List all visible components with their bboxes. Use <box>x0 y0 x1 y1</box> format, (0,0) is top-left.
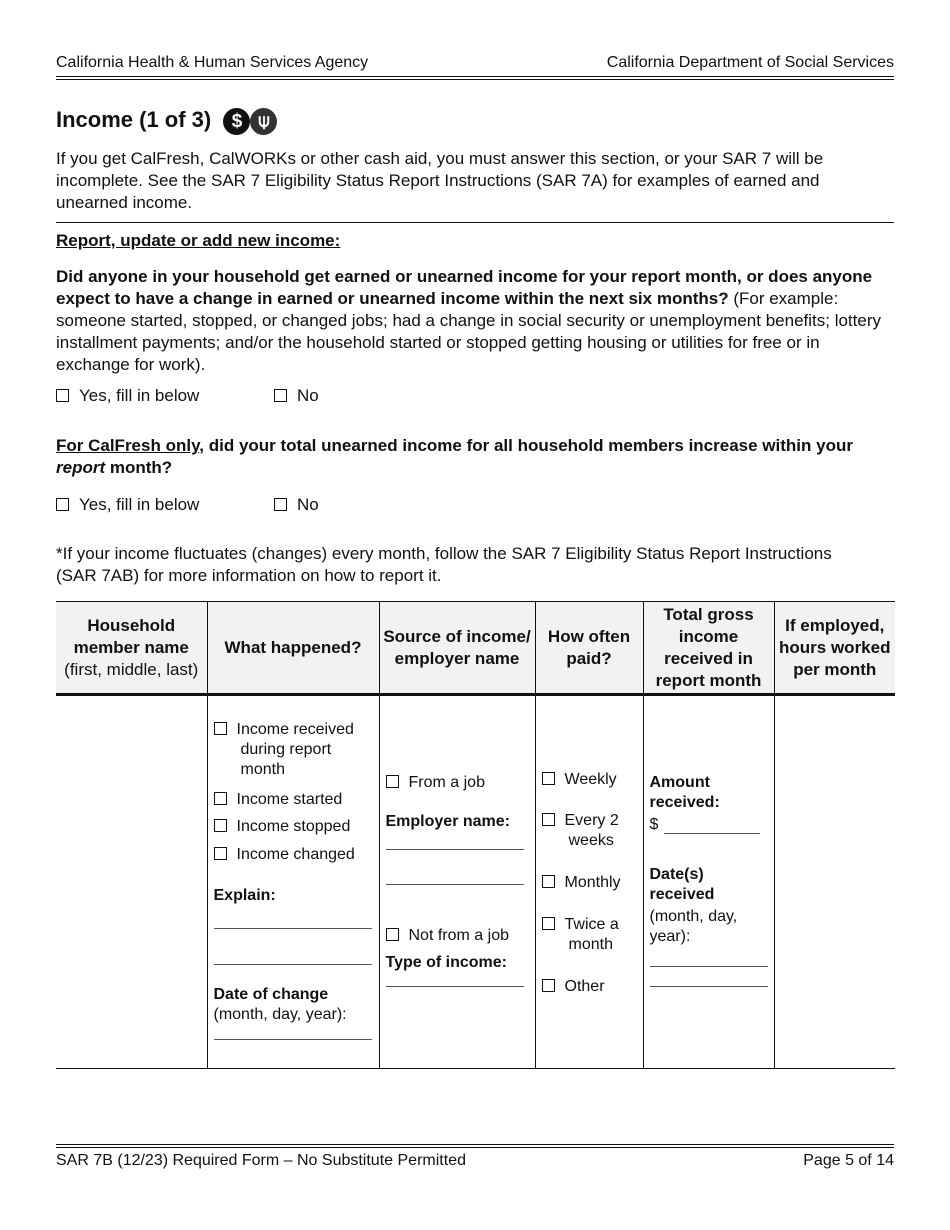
checkbox[interactable] <box>274 389 287 402</box>
how-often-cell: Weekly Every 2 weeks Monthly Twice a mon… <box>534 694 643 1069</box>
intro-text: If you get CalFresh, CalWORKs or other c… <box>56 149 824 212</box>
source-cell: From a job Employer name: Not from a job… <box>378 694 535 1069</box>
amount-label: Amount received: <box>649 774 720 811</box>
q1-no-option[interactable]: No <box>274 385 319 407</box>
form-id: SAR 7B (12/23) Required Form – No Substi… <box>56 1152 466 1169</box>
table-header-row: Household member name (first, middle, las… <box>56 601 895 696</box>
dates-line-1[interactable] <box>649 966 768 967</box>
header-subtext: (first, middle, last) <box>64 659 199 679</box>
header-text: Household member name <box>73 615 189 657</box>
section-title: Income (1 of 3) $ ⍦ <box>56 106 278 135</box>
report-heading: Report, update or add new income: <box>56 231 341 250</box>
q2-end: month? <box>105 458 173 477</box>
opt-changed[interactable]: Income changed <box>213 845 355 865</box>
opt-other[interactable]: Other <box>541 977 605 997</box>
employer-line-2[interactable] <box>385 884 524 885</box>
q2-italic: report <box>56 458 106 477</box>
footer-divider <box>56 1144 894 1148</box>
opt-received[interactable]: Income received during report month <box>213 720 374 780</box>
col-gross-income: Total gross income received in report mo… <box>642 601 774 696</box>
q2-underlined: For CalFresh only, <box>56 436 204 455</box>
opt-not-from-job[interactable]: Not from a job <box>385 926 509 946</box>
header-divider <box>56 76 894 80</box>
col-how-often: How often paid? <box>534 601 643 696</box>
income-table: Household member name (first, middle, las… <box>56 601 895 1069</box>
date-line[interactable] <box>213 1039 372 1040</box>
employer-label: Employer name: <box>385 813 510 830</box>
explain-line-2[interactable] <box>213 964 372 965</box>
opt-monthly[interactable]: Monthly <box>541 873 621 893</box>
household-member-cell[interactable] <box>56 695 207 1069</box>
label: No <box>297 495 319 514</box>
dates-format: (month, day, year): <box>649 908 738 945</box>
checkbox[interactable] <box>56 389 69 402</box>
opt-from-job[interactable]: From a job <box>385 773 485 793</box>
agency-name: California Health & Human Services Agenc… <box>56 54 369 71</box>
opt-weekly[interactable]: Weekly <box>541 770 617 790</box>
fluctuation-note: *If your income fluctuates (changes) eve… <box>56 544 832 585</box>
title-text: Income (1 of 3) <box>56 107 212 132</box>
type-label: Type of income: <box>385 954 508 971</box>
q1-examples: (For example: someone started, stopped, … <box>56 289 881 374</box>
question-2: For CalFresh only, did your total unearn… <box>56 435 896 479</box>
q2-yes-option[interactable]: Yes, fill in below <box>56 494 199 516</box>
q2-no-option[interactable]: No <box>274 494 319 516</box>
divider <box>56 222 894 223</box>
opt-every-2-weeks[interactable]: Every 2 weeks <box>541 811 642 851</box>
opt-twice-month[interactable]: Twice a month <box>541 915 642 955</box>
dollar-icon: $ <box>223 107 251 135</box>
explain-line-1[interactable] <box>213 928 372 929</box>
employer-line-1[interactable] <box>385 849 524 850</box>
fork-knife-icon: ⍦ <box>250 107 278 135</box>
opt-stopped[interactable]: Income stopped <box>213 817 350 837</box>
date-format-label: (month, day, year): <box>213 1006 347 1023</box>
explain-label: Explain: <box>213 887 276 904</box>
col-hours: If employed, hours worked per month <box>773 601 895 696</box>
label: Yes, fill in below <box>79 386 200 405</box>
table-row: Income received during report month Inco… <box>56 694 895 1069</box>
checkbox[interactable] <box>274 498 287 511</box>
q1-yes-option[interactable]: Yes, fill in below <box>56 385 199 407</box>
opt-started[interactable]: Income started <box>213 790 342 810</box>
hours-cell[interactable] <box>773 694 895 1069</box>
q2-text: did your total unearned income for all h… <box>204 436 853 455</box>
col-household-member: Household member name (first, middle, las… <box>56 601 207 696</box>
q1-question: Did anyone in your household get earned … <box>56 267 873 308</box>
type-line[interactable] <box>385 986 524 987</box>
dollar-sign: $ <box>649 816 659 833</box>
col-what-happened: What happened? <box>206 601 379 696</box>
checkbox[interactable] <box>56 498 69 511</box>
col-source: Source of income/ employer name <box>378 601 535 696</box>
label: No <box>297 386 319 405</box>
gross-income-cell: Amount received: $ Date(s) received (mon… <box>642 694 774 1069</box>
label: Yes, fill in below <box>79 495 200 514</box>
dates-label: Date(s) received <box>649 866 715 903</box>
dates-line-2[interactable] <box>649 986 768 987</box>
amount-line[interactable] <box>663 833 760 834</box>
what-happened-cell: Income received during report month Inco… <box>206 694 379 1069</box>
department-name: California Department of Social Services <box>606 54 894 71</box>
question-1: Did anyone in your household get earned … <box>56 266 896 376</box>
date-of-change-label: Date of change <box>213 986 329 1003</box>
page-number: Page 5 of 14 <box>803 1152 894 1169</box>
